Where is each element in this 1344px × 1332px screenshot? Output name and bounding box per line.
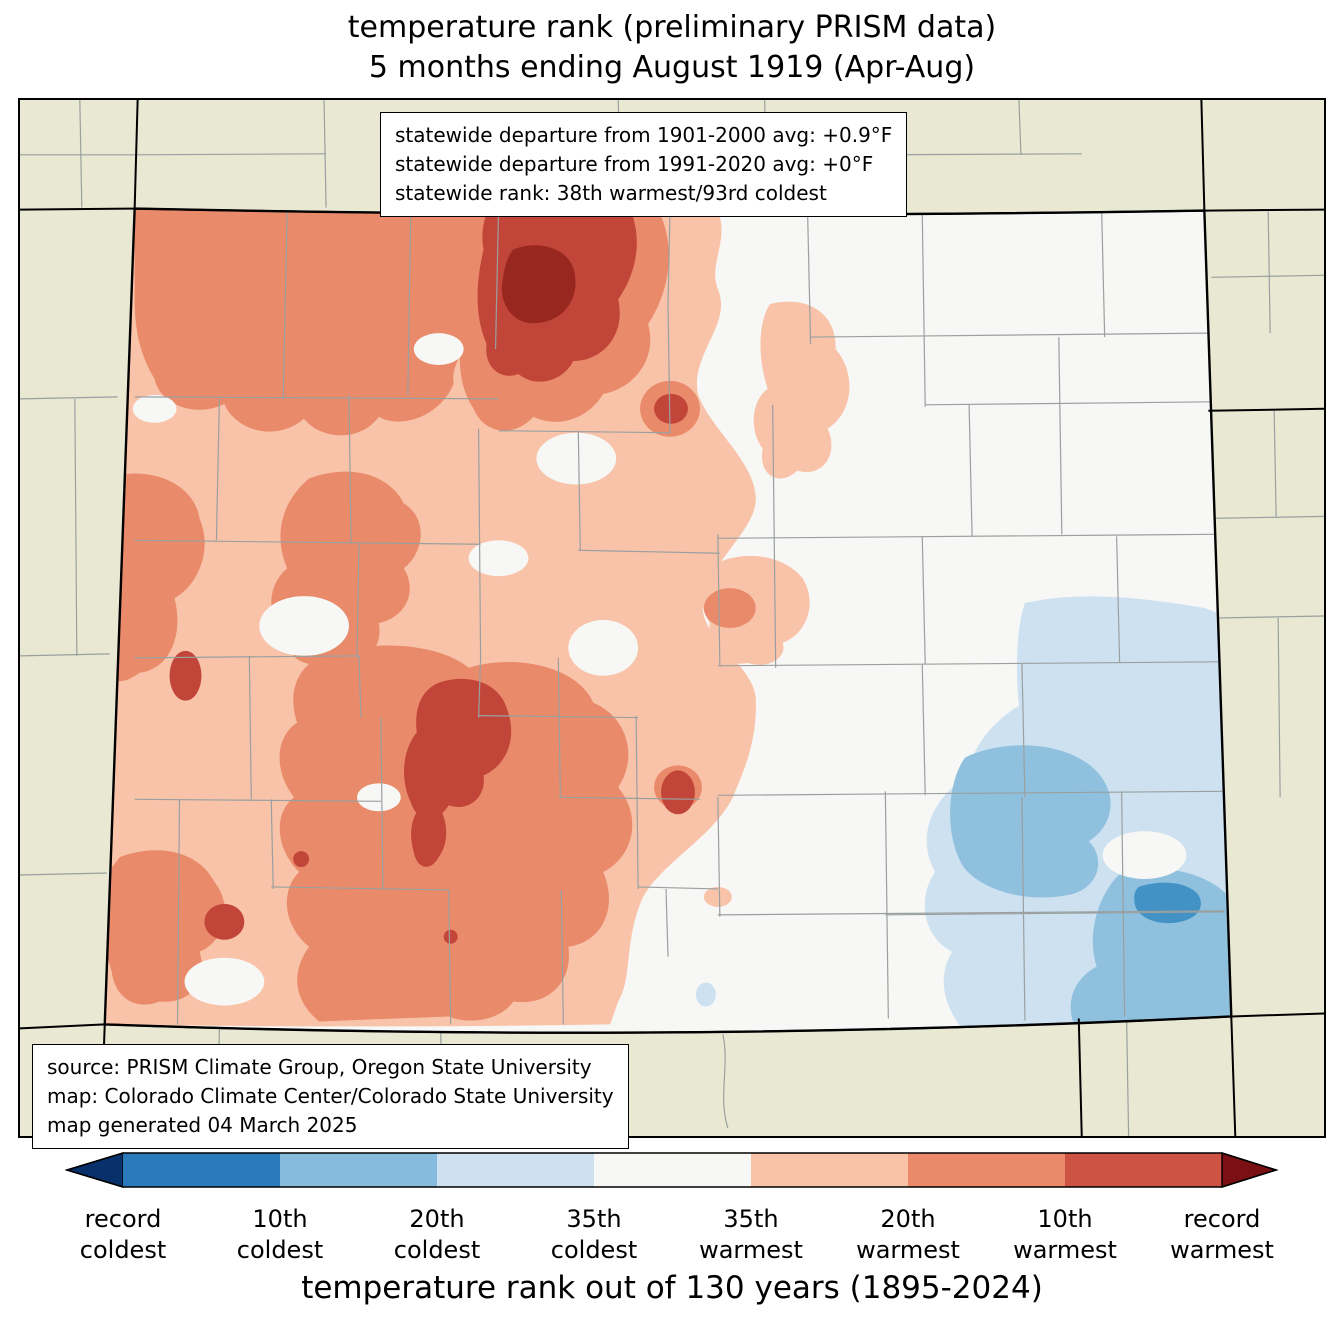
colorbar-segment-neutral bbox=[594, 1153, 751, 1187]
source-attribution-box: source: PRISM Climate Group, Oregon Stat… bbox=[32, 1044, 629, 1149]
legend-label-35th-warmest: 35th warmest bbox=[699, 1205, 803, 1264]
colorbar-caption: temperature rank out of 130 years (1895-… bbox=[301, 1270, 1043, 1306]
anomaly-regions bbox=[104, 208, 1232, 1033]
colorbar-arrow-record-warmest bbox=[1221, 1152, 1278, 1188]
title-line-2: 5 months ending August 1919 (Apr-Aug) bbox=[368, 50, 976, 85]
source-line-1: source: PRISM Climate Group, Oregon Stat… bbox=[47, 1055, 592, 1079]
legend-label-10th-coldest: 10th coldest bbox=[236, 1205, 324, 1264]
source-line-2: map: Colorado Climate Center/Colorado St… bbox=[47, 1084, 614, 1108]
colorbar-arrow-record-coldest bbox=[65, 1152, 124, 1188]
colorbar-segment-35th-coldest bbox=[437, 1153, 594, 1187]
legend-label-20th-warmest: 20th warmest bbox=[856, 1205, 960, 1264]
title-line-1: temperature rank (preliminary PRISM data… bbox=[347, 10, 997, 45]
stats-line-3: statewide rank: 38th warmest/93rd coldes… bbox=[395, 181, 827, 205]
legend-label-record-coldest: record coldest bbox=[79, 1205, 167, 1264]
stats-line-2: statewide departure from 1991-2020 avg: … bbox=[395, 152, 874, 176]
neutral-patches bbox=[132, 333, 639, 1006]
colorado-map bbox=[20, 100, 1324, 1136]
colorbar-outline bbox=[65, 1152, 1278, 1188]
warm-record-core bbox=[501, 245, 576, 324]
warm-patch-small-2 bbox=[703, 886, 732, 907]
cold-patch-small bbox=[695, 982, 716, 1007]
legend-label-10th-warmest: 10th warmest bbox=[1013, 1205, 1117, 1264]
cold-region-hole bbox=[1102, 831, 1187, 879]
county-borders bbox=[134, 209, 1225, 1025]
stats-line-1: statewide departure from 1901-2000 avg: … bbox=[395, 123, 893, 147]
colorbar-segment-10th-warmest bbox=[1065, 1153, 1222, 1187]
statewide-stats-box: statewide departure from 1901-2000 avg: … bbox=[380, 112, 908, 217]
source-line-3: map generated 04 March 2025 bbox=[47, 1113, 358, 1137]
legend-label-20th-coldest: 20th coldest bbox=[393, 1205, 481, 1264]
colorbar-segment-20th-coldest bbox=[280, 1153, 437, 1187]
warm-patch-front-range bbox=[753, 301, 850, 479]
rank-colorbar bbox=[65, 1152, 1278, 1188]
colorbar-segment-35th-warmest bbox=[751, 1153, 908, 1187]
map-plot-area: statewide departure from 1901-2000 avg: … bbox=[18, 98, 1326, 1149]
colorbar-segment-10th-coldest bbox=[123, 1153, 280, 1187]
legend-label-record-warmest: record warmest bbox=[1170, 1205, 1274, 1264]
colorbar-segment-20th-warmest bbox=[908, 1153, 1065, 1187]
figure-title: temperature rank (preliminary PRISM data… bbox=[0, 8, 1344, 88]
legend-label-35th-coldest: 35th coldest bbox=[550, 1205, 638, 1264]
